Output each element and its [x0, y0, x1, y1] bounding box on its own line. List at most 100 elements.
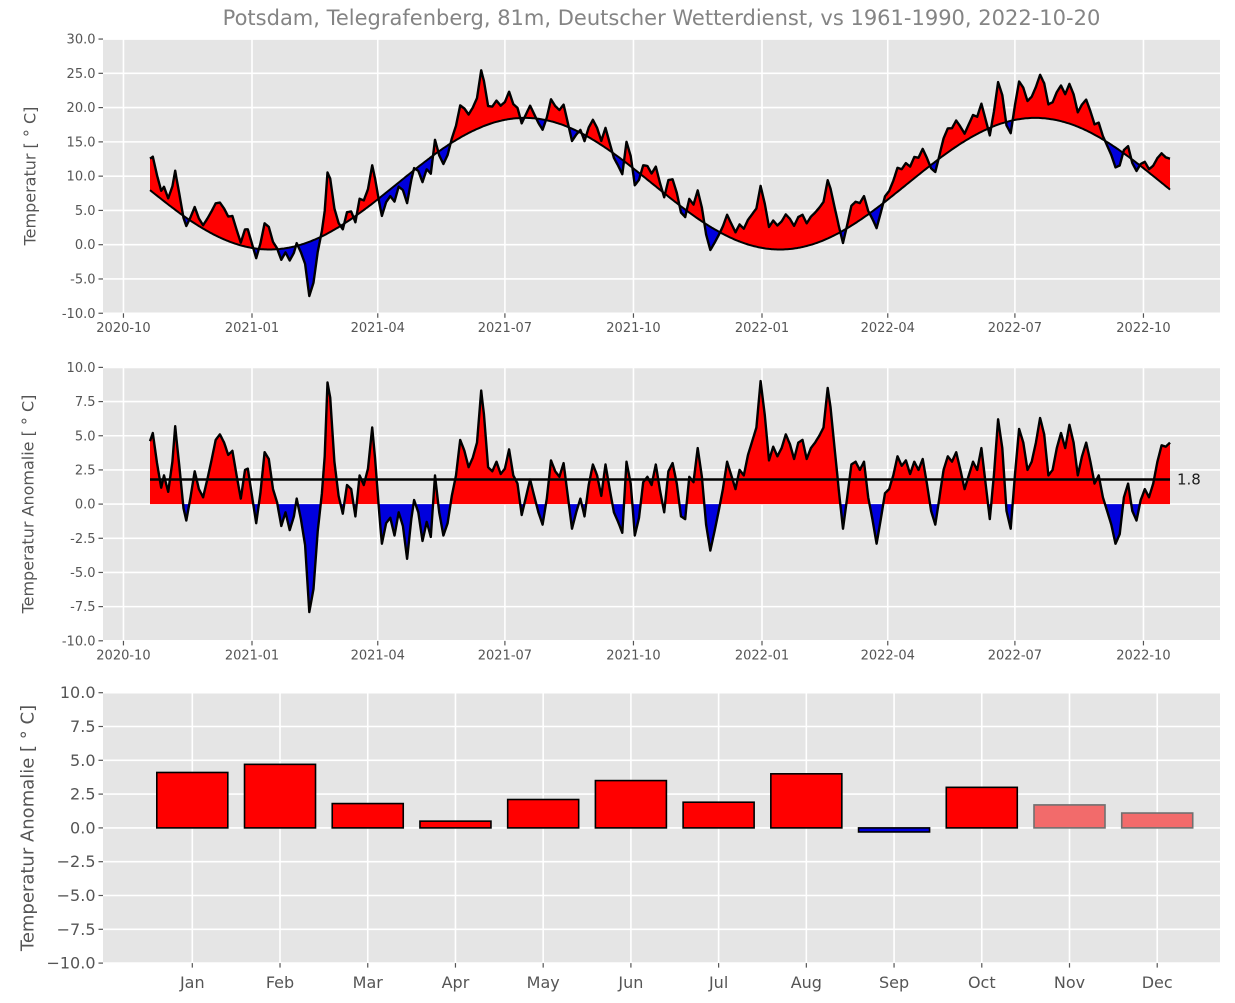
- x-tick-label: 2022-07: [988, 649, 1042, 664]
- x-tick-label: 2022-04: [861, 649, 915, 664]
- y-tick-label: 25.0: [67, 67, 96, 82]
- bar-may: [506, 798, 580, 829]
- warm-anomaly-area: [150, 156, 184, 216]
- y-tick-label: 7.5: [75, 395, 96, 410]
- x-tick-label: 2021-10: [606, 321, 660, 336]
- y-tick-label: 5.0: [70, 751, 95, 770]
- y-tick-label: 5.0: [75, 204, 96, 219]
- warm-anomaly-area: [883, 148, 930, 204]
- y-tick-label: -5.0: [70, 566, 95, 581]
- x-tick-label: Oct: [968, 973, 996, 992]
- anomaly-chart: 1.8: [148, 379, 1201, 614]
- x-tick-label: 2022-07: [988, 321, 1042, 336]
- bar-aug: [770, 773, 843, 829]
- x-tick-label: Aug: [791, 973, 822, 992]
- x-tick-label: 2022-04: [861, 321, 915, 336]
- cold-anomaly-area: [297, 236, 321, 296]
- x-tick-label: May: [527, 973, 560, 992]
- y-tick-label: −10.0: [46, 954, 95, 973]
- y-tick-label: -10.0: [62, 307, 96, 322]
- x-tick-label: 2021-01: [225, 649, 279, 664]
- negative-anomaly-area: [704, 504, 720, 551]
- x-tick-label: 2021-01: [225, 321, 279, 336]
- x-tick-label: Sep: [879, 973, 909, 992]
- warm-anomaly-area: [450, 70, 521, 144]
- y-tick-label: 10.0: [67, 170, 96, 185]
- y-tick-label: 10.0: [67, 361, 96, 376]
- warm-anomaly-area: [189, 202, 254, 249]
- x-tick-label: 2022-01: [735, 649, 789, 664]
- negative-anomaly-area: [438, 504, 451, 536]
- temperature-line: [149, 69, 1171, 298]
- x-tick-label: 2020-10: [96, 649, 150, 664]
- positive-anomaly-area: [1123, 483, 1132, 505]
- bar-feb: [243, 763, 317, 829]
- negative-anomaly-area: [869, 504, 884, 544]
- cold-anomaly-area: [869, 203, 884, 229]
- y-tick-label: -7.5: [70, 600, 95, 615]
- positive-anomaly-area: [1139, 442, 1170, 505]
- x-tick-label: 2020-10: [96, 321, 150, 336]
- x-tick-label: Dec: [1142, 973, 1173, 992]
- x-tick-label: 2022-10: [1116, 321, 1170, 336]
- y-tick-label: 15.0: [67, 135, 96, 150]
- y-tick-label: −2.5: [57, 852, 96, 871]
- cold-anomaly-area: [1105, 140, 1124, 168]
- negative-anomaly-area: [1131, 504, 1140, 521]
- bar-jan: [156, 771, 229, 829]
- bar-mar: [331, 802, 405, 829]
- bar-jul: [682, 801, 755, 829]
- daily-temperature-anomaly-panel: 10.0 7.5 5.0 2.5 0.0 -2.5 -5.0 -7.5 -10.02020-10…: [62, 361, 1220, 664]
- y-tick-label: 2.5: [70, 785, 95, 804]
- x-tick-label: 2022-01: [735, 321, 789, 336]
- x-tick-label: 2022-10: [1116, 649, 1170, 664]
- bar-sep: [857, 827, 931, 833]
- x-tick-label: Nov: [1054, 973, 1085, 992]
- x-tick-label: Apr: [442, 973, 470, 992]
- warm-anomaly-area: [524, 105, 537, 119]
- positive-anomaly-area: [189, 434, 254, 505]
- monthly-temperature-anomaly-panel: 10.0 7.5 5.0 2.5 0.0 −2.5 −5.0 −7.5 −10.0 Jan Feb M…: [46, 683, 1220, 992]
- chart-title: Potsdam, Telegrafenberg, 81m, Deutscher …: [222, 6, 1101, 30]
- bar-apr: [419, 820, 492, 829]
- y-tick-label: -2.5: [70, 532, 95, 547]
- x-tick-label: Jul: [708, 973, 728, 992]
- y-tick-label: −7.5: [57, 920, 96, 939]
- anomaly-line: [148, 379, 1171, 614]
- y-tick-label: 10.0: [60, 683, 96, 702]
- mean-anomaly-value-label: 1.8: [1177, 470, 1201, 488]
- positive-anomaly-area: [846, 461, 870, 505]
- cold-anomaly-area: [704, 222, 720, 250]
- temperature-chart: [149, 69, 1171, 298]
- bar-nov: [1033, 804, 1106, 829]
- x-tick-label: 2021-04: [351, 321, 405, 336]
- positive-anomaly-area: [720, 381, 841, 505]
- x-tick-label: Mar: [353, 973, 384, 992]
- y-tick-label: 0.0: [75, 238, 96, 253]
- negative-anomaly-area: [930, 504, 939, 525]
- positive-anomaly-area: [586, 464, 613, 505]
- positive-anomaly-area: [345, 485, 354, 505]
- bar-jun: [594, 779, 668, 829]
- y-tick-label: 7.5: [70, 717, 95, 736]
- positive-anomaly-area: [1012, 418, 1105, 505]
- warm-anomaly-area: [665, 179, 680, 206]
- x-tick-label: Jun: [617, 973, 643, 992]
- bar-dec: [1120, 812, 1194, 829]
- negative-anomaly-area: [378, 504, 414, 559]
- negative-anomaly-area: [612, 504, 624, 533]
- y-tick-label: -5.0: [70, 272, 95, 287]
- daily-temperature-vs-climatology-panel: 30.0 25.0 20.0 15.0 10.0 5.0 0.0 -5.0 -10.02020-…: [62, 33, 1220, 336]
- y-tick-label: 0.0: [75, 498, 96, 513]
- monthly-bar-chart: [156, 763, 1194, 833]
- y-tick-label: 30.0: [67, 33, 96, 48]
- x-tick-label: Feb: [266, 973, 294, 992]
- bar-oct: [945, 786, 1019, 829]
- y-tick-label: 2.5: [75, 463, 96, 478]
- x-tick-label: 2021-10: [606, 649, 660, 664]
- warm-anomaly-area: [991, 82, 1007, 128]
- positive-anomaly-area: [545, 460, 569, 505]
- positive-anomaly-area: [991, 419, 1007, 505]
